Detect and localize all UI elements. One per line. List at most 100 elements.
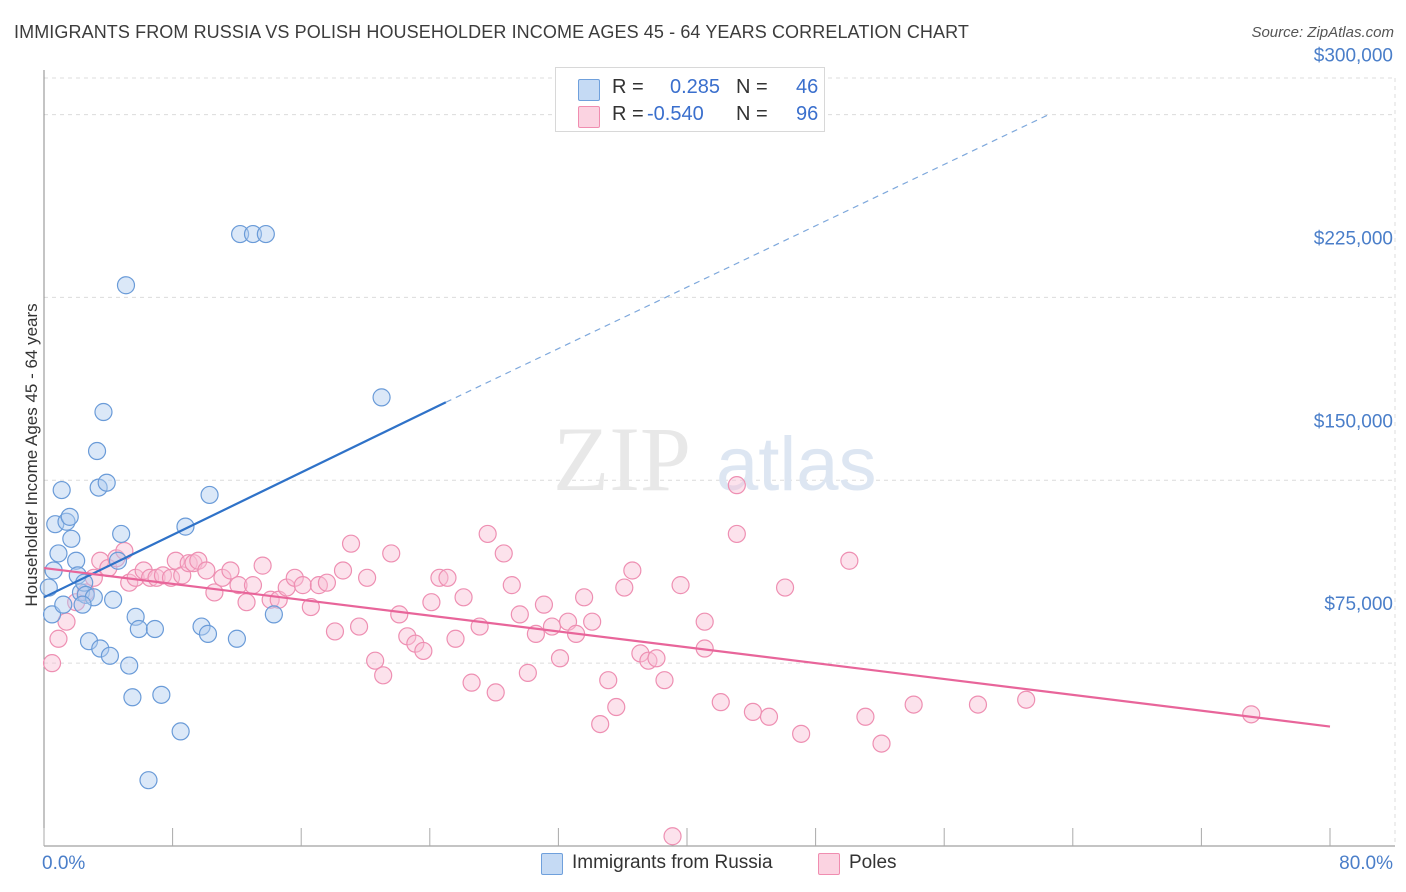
russia-point xyxy=(200,485,219,505)
poles-point xyxy=(695,612,714,631)
watermark-zip: ZIP xyxy=(553,408,691,510)
poles-point xyxy=(518,663,537,682)
russia-point xyxy=(62,529,81,548)
poles-point xyxy=(1242,705,1261,724)
poles-point xyxy=(968,695,988,714)
x-tick-label: 80.0% xyxy=(1339,853,1393,874)
russia-point xyxy=(116,276,136,295)
poles-point xyxy=(743,702,763,722)
poles-point xyxy=(904,695,923,714)
correlation-legend: R = 0.285 N = 46 R = -0.540 N = 96 xyxy=(555,67,825,132)
russia-trend-line xyxy=(43,401,447,599)
poles-point xyxy=(390,605,409,624)
poles-trend-line xyxy=(43,566,1331,728)
poles-point xyxy=(366,651,385,670)
poles-point xyxy=(57,612,76,631)
legend-n-value: 46 xyxy=(796,76,819,98)
legend-n-label: N = xyxy=(736,103,768,125)
legend-swatch-poles xyxy=(578,106,600,128)
russia-point xyxy=(79,632,99,651)
poles-point xyxy=(253,556,272,575)
russia-point xyxy=(123,688,142,707)
russia-point xyxy=(67,551,86,570)
poles-point xyxy=(759,707,779,726)
poles-point xyxy=(301,597,320,617)
poles-point xyxy=(663,827,682,846)
axes xyxy=(43,70,1395,847)
bottom-legend-swatch-poles xyxy=(818,853,840,875)
x-axis-tick-labels: 0.0% 80.0% xyxy=(42,853,1393,874)
poles-point xyxy=(438,568,457,587)
poles-point xyxy=(229,576,248,595)
poles-point xyxy=(349,617,369,636)
poles-point xyxy=(486,683,505,702)
russia-points xyxy=(39,224,391,790)
y-tick-label: $300,000 xyxy=(1314,46,1393,67)
poles-point xyxy=(671,576,690,595)
russia-point xyxy=(198,624,218,643)
poles-point xyxy=(414,641,433,661)
russia-point xyxy=(145,619,165,639)
bottom-legend-swatch-russia xyxy=(541,853,563,875)
poles-point xyxy=(591,714,610,734)
russia-point xyxy=(100,646,120,665)
russia-point xyxy=(57,512,76,531)
russia-point xyxy=(231,224,250,244)
trend-lines xyxy=(43,114,1331,728)
y-tick-label: $225,000 xyxy=(1314,228,1393,249)
russia-point xyxy=(139,771,158,790)
poles-point xyxy=(293,576,312,595)
chart-title: IMMIGRANTS FROM RUSSIA VS POLISH HOUSEHO… xyxy=(14,22,969,42)
y-tick-label: $150,000 xyxy=(1314,411,1393,432)
russia-point xyxy=(192,617,211,636)
poles-point xyxy=(502,576,521,595)
russia-point xyxy=(87,441,107,461)
russia-point xyxy=(91,639,110,658)
russia-point xyxy=(52,480,71,500)
russia-point xyxy=(129,619,148,639)
poles-point xyxy=(462,673,481,692)
poles-point xyxy=(341,534,361,553)
y-tick-label: $75,000 xyxy=(1324,594,1393,615)
russia-point xyxy=(94,402,113,422)
poles-point xyxy=(494,544,513,563)
legend-swatch-russia xyxy=(578,79,600,101)
poles-point xyxy=(243,576,263,595)
y-axis-tick-labels: $75,000 $150,000 $225,000 $300,000 xyxy=(1314,46,1393,616)
poles-point xyxy=(711,693,730,712)
poles-point xyxy=(49,629,68,648)
legend-r-value: 0.285 xyxy=(670,76,721,98)
poles-point xyxy=(510,605,529,624)
source-label: Source: ZipAtlas.com xyxy=(1251,24,1394,41)
poles-point xyxy=(775,578,795,597)
poles-point xyxy=(647,649,666,668)
poles-point xyxy=(872,734,891,753)
russia-point xyxy=(243,224,263,244)
poles-point xyxy=(325,622,345,641)
poles-point xyxy=(623,561,642,580)
poles-point xyxy=(575,588,594,607)
poles-point xyxy=(317,573,337,592)
poles-point xyxy=(446,629,465,648)
poles-point xyxy=(856,707,875,726)
russia-point xyxy=(97,473,116,492)
poles-point xyxy=(840,551,859,570)
poles-point xyxy=(358,568,377,587)
russia-trend-extension xyxy=(445,114,1049,403)
poles-point xyxy=(534,595,554,614)
poles-point xyxy=(382,544,401,563)
poles-point xyxy=(599,671,618,690)
legend-r-label: R = xyxy=(612,76,644,98)
russia-point xyxy=(171,722,190,741)
poles-point xyxy=(792,724,811,743)
legend-r-value: -0.540 xyxy=(647,103,704,125)
russia-point xyxy=(46,515,65,534)
legend-n-label: N = xyxy=(736,76,768,98)
russia-point xyxy=(60,507,79,526)
russia-point xyxy=(120,656,139,675)
poles-point xyxy=(583,612,602,631)
poles-point xyxy=(454,588,473,607)
poles-point xyxy=(237,593,256,612)
russia-point xyxy=(264,605,283,624)
